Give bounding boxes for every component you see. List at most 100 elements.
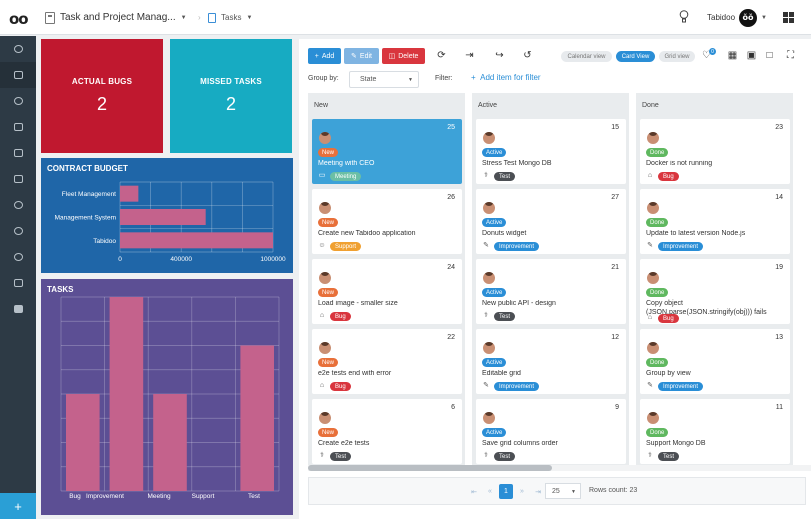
- sidebar-item-user[interactable]: [0, 192, 36, 218]
- prev-page-button[interactable]: «: [488, 488, 492, 495]
- grid-view-toggle[interactable]: Grid view: [659, 51, 695, 62]
- horizontal-scrollbar[interactable]: [308, 465, 811, 471]
- task-title: Create e2e tests: [318, 440, 370, 447]
- task-card[interactable]: 22 New e2e tests end with error ⌂ Bug: [312, 329, 462, 394]
- edit-button[interactable]: ✎ Edit: [344, 48, 379, 64]
- bar[interactable]: [240, 345, 274, 492]
- task-card[interactable]: 14 Done Update to latest version Node.js ✎ I…: [640, 189, 790, 254]
- sidebar-item-analytics[interactable]: [0, 88, 36, 114]
- type-icon: ⌂: [647, 314, 653, 321]
- task-card[interactable]: 9 Active Save grid columns order ⚕ Test: [476, 399, 626, 464]
- assignee-avatar[interactable]: [647, 412, 659, 424]
- heart-icon[interactable]: ♡: [702, 50, 711, 61]
- current-page-button[interactable]: 1: [499, 484, 513, 499]
- bar[interactable]: [66, 394, 100, 491]
- refresh-icon[interactable]: ⟳: [437, 50, 446, 61]
- last-page-button[interactable]: ⇥: [535, 488, 541, 496]
- history-icon[interactable]: ↺: [523, 50, 532, 61]
- task-card[interactable]: 24 New Load image - smaller size ⌂ Bug: [312, 259, 462, 324]
- chevron-down-icon[interactable]: ▼: [761, 14, 767, 21]
- table-view-icon[interactable]: ▦: [727, 50, 738, 61]
- user-menu[interactable]: Tabidoo ŏŏ ▼: [707, 0, 767, 35]
- assignee-avatar[interactable]: [483, 132, 495, 144]
- chevron-down-icon: ▼: [571, 489, 576, 495]
- apps-grid-icon[interactable]: [783, 12, 794, 23]
- task-card[interactable]: 25 New Meeting with CEO ▭ Meeting: [312, 119, 462, 184]
- column-header: New: [314, 102, 329, 109]
- sidebar-item-money[interactable]: [0, 114, 36, 140]
- group-by-select[interactable]: State ▼: [349, 71, 419, 88]
- task-card[interactable]: 19 Done Copy object (JSON.parse(JSON.strin…: [640, 259, 790, 324]
- lightbulb-icon[interactable]: [679, 10, 689, 23]
- user-name[interactable]: Tabidoo: [707, 13, 736, 22]
- bar[interactable]: [120, 209, 206, 225]
- assignee-avatar[interactable]: [483, 202, 495, 214]
- bar[interactable]: [120, 185, 139, 202]
- chevron-down-icon[interactable]: ▼: [246, 14, 253, 21]
- assignee-avatar[interactable]: [319, 202, 331, 214]
- sidebar-item-square[interactable]: [0, 296, 36, 322]
- sidebar-item-form[interactable]: [0, 270, 36, 296]
- task-card[interactable]: 12 Active Editable grid ✎ Improvement: [476, 329, 626, 394]
- type-icon: ⚕: [648, 452, 652, 459]
- task-card[interactable]: 11 Done Support Mongo DB ⚕ Test: [640, 399, 790, 464]
- add-filter-link[interactable]: + Add item for filter: [471, 73, 541, 82]
- tab-breadcrumb[interactable]: Tasks ▼: [208, 0, 252, 35]
- assignee-avatar[interactable]: [647, 342, 659, 354]
- card-view-toggle[interactable]: Card View: [616, 51, 655, 62]
- top-bar: oo Task and Project Manag... ▼ › Tasks ▼…: [0, 0, 811, 35]
- assignee-avatar[interactable]: [647, 132, 659, 144]
- sidebar-item-eye[interactable]: [0, 244, 36, 270]
- app-title[interactable]: Task and Project Manag...: [60, 12, 176, 23]
- app-breadcrumb[interactable]: Task and Project Manag... ▼: [45, 0, 187, 35]
- delete-button[interactable]: ◫ Delete: [382, 48, 425, 64]
- calendar-icon[interactable]: □: [766, 50, 773, 61]
- kpi-actual-bugs[interactable]: ACTUAL BUGS 2: [41, 39, 163, 153]
- add-app-button[interactable]: +: [0, 493, 36, 519]
- sidebar-item-table[interactable]: [0, 140, 36, 166]
- assignee-avatar[interactable]: [483, 412, 495, 424]
- task-card[interactable]: 6 New Create e2e tests ⚕ Test: [312, 399, 462, 464]
- contact-card-icon[interactable]: ▣: [746, 50, 757, 61]
- sidebar-item-list[interactable]: [0, 166, 36, 192]
- import-icon[interactable]: ⇥: [465, 50, 474, 61]
- status-badge: Done: [646, 288, 669, 297]
- task-card[interactable]: 15 Active Stress Test Mongo DB ⚕ Test: [476, 119, 626, 184]
- calendar-view-toggle[interactable]: Calendar view: [561, 51, 612, 62]
- assignee-avatar[interactable]: [647, 202, 659, 214]
- assignee-avatar[interactable]: [319, 272, 331, 284]
- bar[interactable]: [120, 232, 273, 249]
- sidebar: +: [0, 36, 36, 519]
- scrollbar-thumb[interactable]: [308, 465, 552, 471]
- app-logo[interactable]: oo: [9, 10, 29, 28]
- board-column-active: Active 15 Active Stress Test Mongo DB ⚕ Test 2…: [472, 93, 629, 471]
- add-button[interactable]: + Add: [308, 48, 341, 64]
- sidebar-item-dashboard[interactable]: [0, 36, 36, 62]
- assignee-avatar[interactable]: [319, 412, 331, 424]
- assignee-avatar[interactable]: [483, 272, 495, 284]
- assignee-avatar[interactable]: [319, 342, 331, 354]
- task-card[interactable]: 21 Active New public API - design ⚕ Test: [476, 259, 626, 324]
- sidebar-item-users[interactable]: [0, 218, 36, 244]
- fullscreen-icon[interactable]: ⛶: [787, 50, 794, 61]
- status-badge: New: [318, 148, 339, 157]
- first-page-button[interactable]: ⇤: [471, 488, 477, 496]
- page-size-select[interactable]: 25 ▼: [545, 483, 581, 499]
- assignee-avatar[interactable]: [483, 342, 495, 354]
- bar[interactable]: [153, 394, 187, 491]
- status-badge: Done: [646, 358, 669, 367]
- kpi-missed-tasks[interactable]: MISSED TASKS 2: [170, 39, 292, 153]
- export-icon[interactable]: ↪: [495, 50, 504, 61]
- task-card[interactable]: 23 Done Docker is not running ⌂ Bug: [640, 119, 790, 184]
- bar[interactable]: [109, 297, 144, 491]
- chevron-down-icon[interactable]: ▼: [180, 14, 187, 21]
- task-card[interactable]: 27 Active Donuts widget ✎ Improvement: [476, 189, 626, 254]
- sidebar-item-tasks[interactable]: [0, 62, 36, 88]
- tab-title[interactable]: Tasks: [221, 13, 242, 22]
- assignee-avatar[interactable]: [647, 272, 659, 284]
- assignee-avatar[interactable]: [319, 132, 331, 144]
- avatar[interactable]: ŏŏ: [739, 8, 758, 27]
- task-card[interactable]: 26 New Create new Tabidoo application ☺ Supp…: [312, 189, 462, 254]
- next-page-button[interactable]: »: [520, 488, 524, 495]
- task-card[interactable]: 13 Done Group by view ✎ Improvement: [640, 329, 790, 394]
